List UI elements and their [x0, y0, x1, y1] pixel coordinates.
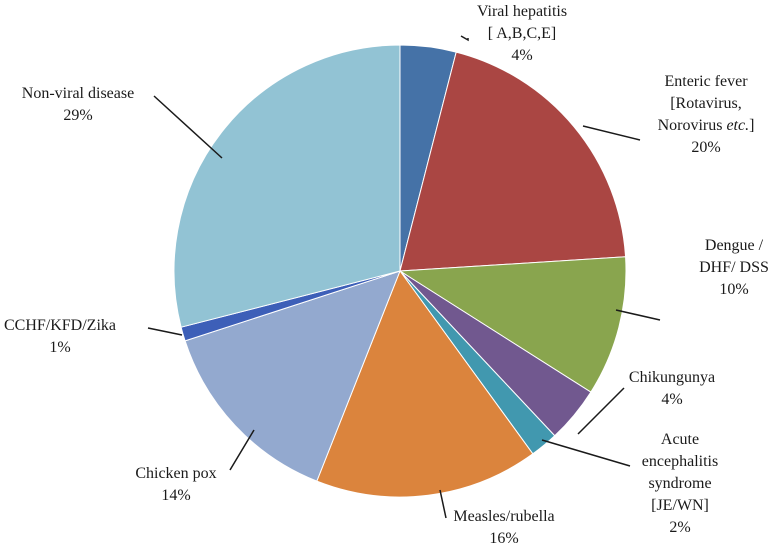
- slice-name-label: Acute: [661, 431, 699, 448]
- leader-line: [577, 387, 625, 435]
- slice-value-label: 29%: [63, 107, 92, 124]
- pie-slice: [173, 44, 401, 328]
- slice-name-label: syndrome: [648, 475, 711, 492]
- slice-label: Dengue / DHF/ DSS 10%: [699, 237, 769, 298]
- leader-line: [582, 125, 641, 141]
- slice-label: Measles/rubella 16%: [453, 508, 554, 544]
- leader-line: [229, 429, 255, 471]
- slice-value-label: 2%: [669, 519, 690, 536]
- leader-line: [153, 95, 223, 159]
- slice-name-label: Enteric fever: [664, 73, 748, 90]
- slice-value-label: 1%: [49, 339, 70, 356]
- slice-label: Enteric fever [Rotavirus, Norovirus etc.] 2…: [658, 73, 755, 156]
- slice-name-label: encephalitis: [642, 453, 718, 470]
- slice-name-label: [Rotavirus,: [670, 95, 742, 112]
- pie-slice: [399, 51, 627, 272]
- slice-name-label: [ A,B,C,E]: [488, 25, 556, 42]
- leader-line: [147, 327, 183, 336]
- pie-slices: [173, 44, 627, 498]
- slice-value-label: 16%: [489, 530, 518, 544]
- slice-value-label: 4%: [511, 47, 532, 64]
- slice-labels: Viral hepatitis [ A,B,C,E] 4% Enteric fever…: [4, 3, 769, 544]
- slice-label: Acute encephalitis syndrome [JE/WN] 2%: [642, 431, 718, 536]
- leader-line: [541, 439, 631, 467]
- slice-name-label: Norovirus etc.]: [658, 117, 755, 134]
- slice-name-label: Viral hepatitis: [477, 3, 567, 20]
- slice-label: Chicken pox 14%: [135, 465, 216, 504]
- slice-label: Non-viral disease 29%: [22, 85, 134, 124]
- slice-name-label: Dengue /: [705, 237, 764, 254]
- slice-name-label: Chikungunya: [629, 369, 715, 386]
- leader-lines: [147, 35, 661, 519]
- slice-name-label: Measles/rubella: [453, 508, 554, 525]
- slice-value-label: 20%: [691, 139, 720, 156]
- leader-line: [439, 489, 447, 519]
- leader-line: [615, 309, 661, 321]
- slice-name-label: DHF/ DSS: [699, 259, 769, 276]
- slice-name-label: CCHF/KFD/Zika: [4, 317, 116, 334]
- pie-slice: [316, 269, 534, 498]
- pie-slice: [398, 256, 627, 393]
- slice-name-label: Chicken pox: [135, 465, 216, 482]
- slice-label: Chikungunya 4%: [629, 369, 715, 408]
- slice-value-label: 4%: [661, 391, 682, 408]
- slice-name-label: Non-viral disease: [22, 85, 134, 102]
- leader-line: [460, 35, 469, 42]
- slice-name-label: [JE/WN]: [651, 497, 709, 514]
- slice-value-label: 10%: [719, 281, 748, 298]
- slice-value-label: 14%: [161, 487, 190, 504]
- slice-label: Viral hepatitis [ A,B,C,E] 4%: [477, 3, 567, 64]
- slice-label: CCHF/KFD/Zika 1%: [4, 317, 116, 356]
